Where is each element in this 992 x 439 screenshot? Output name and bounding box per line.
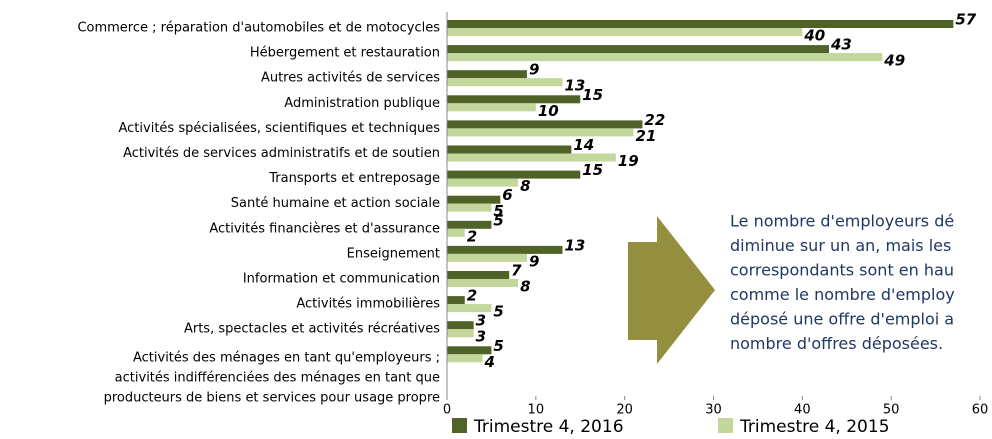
bar bbox=[447, 95, 581, 104]
value-label: 14 bbox=[573, 136, 594, 154]
value-label: 15 bbox=[582, 161, 603, 179]
category-label: Information et communication bbox=[243, 272, 440, 287]
x-tick-label: 60 bbox=[972, 403, 989, 418]
value-label: 13 bbox=[564, 236, 585, 254]
category-label: Santé humaine et action sociale bbox=[231, 196, 440, 211]
legend-swatch bbox=[718, 418, 733, 433]
category-label: Transports et entreposage bbox=[268, 171, 440, 186]
value-label: 9 bbox=[529, 252, 539, 270]
value-label: 8 bbox=[520, 278, 530, 296]
category-label: Activités des ménages en tant qu'employe… bbox=[104, 350, 440, 405]
bar bbox=[447, 145, 572, 154]
bar bbox=[447, 329, 474, 338]
bar bbox=[447, 70, 527, 79]
value-label: 2 bbox=[467, 287, 477, 305]
legend-swatch bbox=[452, 418, 467, 433]
value-label: 57 bbox=[955, 11, 976, 29]
bar bbox=[447, 346, 492, 355]
category-label: Activités immobilières bbox=[296, 297, 440, 312]
category-label: Arts, spectacles et activités récréative… bbox=[184, 322, 440, 337]
x-tick-label: 20 bbox=[616, 403, 633, 418]
x-tick-label: 40 bbox=[794, 403, 811, 418]
category-label: Autres activités de services bbox=[261, 71, 440, 86]
category-label: Hébergement et restauration bbox=[250, 46, 440, 61]
bar bbox=[447, 304, 492, 313]
category-label: Activités de services administratifs et … bbox=[123, 146, 440, 161]
value-label: 15 bbox=[582, 86, 603, 104]
value-label: 40 bbox=[803, 27, 825, 45]
bar bbox=[447, 53, 883, 62]
annotation-line: déposé une offre d'emploi a bbox=[730, 310, 954, 329]
value-label: 10 bbox=[538, 102, 559, 120]
value-label: 9 bbox=[529, 61, 539, 79]
bar bbox=[447, 279, 519, 287]
value-label: 5 bbox=[493, 303, 503, 321]
value-label: 3 bbox=[476, 312, 486, 330]
x-tick-label: 50 bbox=[883, 403, 900, 418]
category-label: Administration publique bbox=[284, 96, 440, 111]
bar bbox=[447, 170, 581, 179]
value-label: 6 bbox=[502, 186, 512, 204]
value-label: 2 bbox=[467, 227, 477, 245]
bar bbox=[447, 28, 803, 36]
bar bbox=[447, 220, 492, 229]
bar bbox=[447, 203, 492, 212]
bar bbox=[447, 228, 465, 237]
bar bbox=[447, 354, 483, 363]
bar bbox=[447, 178, 519, 187]
bar bbox=[447, 78, 563, 87]
bar bbox=[447, 296, 465, 305]
value-label: 19 bbox=[618, 152, 639, 170]
x-tick-label: 30 bbox=[705, 403, 722, 418]
arrow bbox=[628, 216, 715, 364]
value-label: 21 bbox=[636, 127, 657, 145]
bar bbox=[447, 253, 527, 262]
x-tick-label: 10 bbox=[528, 403, 545, 418]
bar bbox=[447, 45, 829, 54]
bar bbox=[447, 20, 954, 28]
value-label: 7 bbox=[511, 262, 522, 280]
value-label: 3 bbox=[476, 328, 486, 346]
x-tick-label: 0 bbox=[443, 403, 451, 418]
value-label: 13 bbox=[564, 77, 585, 95]
value-label: 5 bbox=[493, 211, 503, 229]
bar bbox=[447, 128, 634, 137]
value-label: 8 bbox=[520, 177, 530, 195]
annotation-line: Le nombre d'employeurs dé bbox=[730, 212, 954, 231]
category-label: Activités spécialisées, scientifiques et… bbox=[119, 121, 441, 136]
value-label: 4 bbox=[484, 353, 495, 371]
legend-label: Trimestre 4, 2016 bbox=[473, 417, 624, 437]
bar bbox=[447, 271, 510, 279]
value-label: 5 bbox=[493, 202, 503, 220]
category-label: Activités financières et d'assurance bbox=[209, 221, 440, 236]
category-label: Enseignement bbox=[347, 246, 440, 261]
legend-label: Trimestre 4, 2015 bbox=[739, 417, 890, 437]
annotation-line: correspondants sont en hau bbox=[730, 261, 954, 280]
value-label: 49 bbox=[883, 52, 905, 70]
value-label: 5 bbox=[493, 337, 503, 355]
bar bbox=[447, 153, 616, 162]
category-label: Commerce ; réparation d'automobiles et d… bbox=[77, 21, 440, 36]
bar bbox=[447, 195, 501, 204]
annotation-line: diminue sur un an, mais les bbox=[730, 236, 951, 255]
bar bbox=[447, 120, 643, 129]
bar bbox=[447, 103, 536, 112]
value-label: 43 bbox=[830, 36, 852, 54]
bar bbox=[447, 245, 563, 254]
annotation-line: nombre d'offres déposées. bbox=[730, 334, 943, 353]
annotation-line: comme le nombre d'employ bbox=[730, 285, 955, 304]
value-label: 22 bbox=[644, 111, 665, 129]
bar bbox=[447, 321, 474, 330]
